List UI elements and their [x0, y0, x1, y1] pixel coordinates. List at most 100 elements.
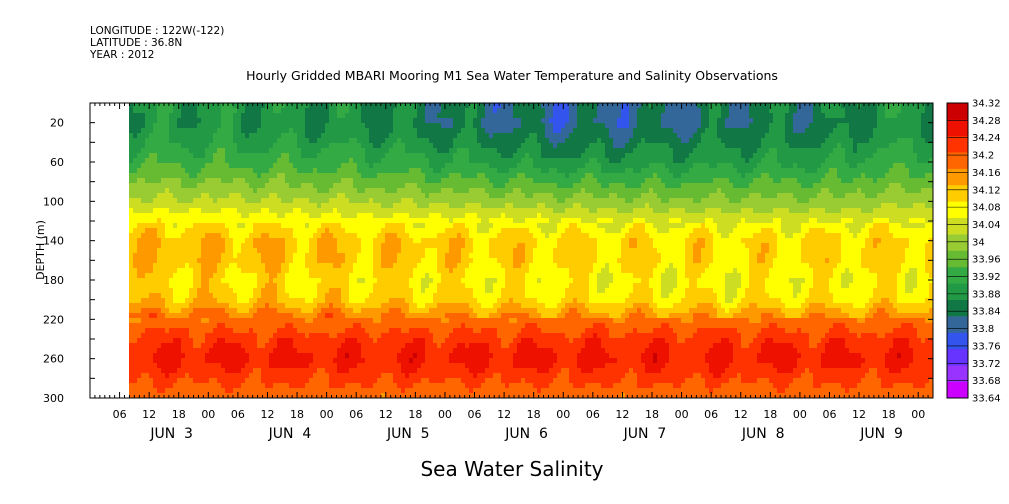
heatmap-cell	[401, 278, 406, 284]
heatmap-cell	[305, 123, 310, 129]
heatmap-cell	[193, 143, 198, 149]
heatmap-cell	[205, 368, 210, 374]
heatmap-cell	[217, 318, 222, 324]
heatmap-cell	[461, 338, 466, 344]
heatmap-cell	[421, 288, 426, 294]
heatmap-cell	[269, 373, 274, 379]
heatmap-cell	[153, 203, 158, 209]
heatmap-cell	[249, 173, 254, 179]
heatmap-cell	[381, 198, 386, 204]
heatmap-cell	[193, 168, 198, 174]
heatmap-cell	[373, 268, 378, 274]
heatmap-cell	[437, 123, 442, 129]
heatmap-cell	[385, 228, 390, 234]
heatmap-cell	[153, 383, 158, 389]
heatmap-cell	[389, 293, 394, 299]
heatmap-cell	[393, 108, 398, 114]
heatmap-cell	[177, 383, 182, 389]
heatmap-cell	[441, 313, 446, 319]
heatmap-cell	[221, 128, 226, 134]
heatmap-cell	[357, 283, 362, 289]
heatmap-cell	[349, 368, 354, 374]
heatmap-cell	[145, 173, 150, 179]
heatmap-cell	[257, 308, 262, 314]
heatmap-cell	[285, 183, 290, 189]
heatmap-cell	[381, 383, 386, 389]
heatmap-cell	[229, 253, 234, 259]
heatmap-cell	[449, 268, 454, 274]
heatmap-cell	[273, 208, 278, 214]
heatmap-cell	[129, 143, 134, 149]
heatmap-cell	[281, 378, 286, 384]
heatmap-cell	[437, 313, 442, 319]
heatmap-cell	[273, 198, 278, 204]
heatmap-cell	[193, 293, 198, 299]
heatmap-cell	[185, 213, 190, 219]
heatmap-cell	[401, 228, 406, 234]
heatmap-cell	[205, 333, 210, 339]
heatmap-cell	[441, 203, 446, 209]
heatmap-cell	[209, 323, 214, 329]
heatmap-cell	[137, 213, 142, 219]
heatmap-cell	[129, 393, 134, 398]
heatmap-cell	[449, 303, 454, 309]
heatmap-cell	[185, 313, 190, 319]
heatmap-cell	[361, 258, 366, 264]
heatmap-cell	[373, 158, 378, 164]
heatmap-cell	[225, 223, 230, 229]
heatmap-cell	[381, 388, 386, 394]
heatmap-cell	[361, 153, 366, 159]
heatmap-cell	[321, 223, 326, 229]
heatmap-cell	[129, 188, 134, 194]
heatmap-cell	[273, 223, 278, 229]
heatmap-cell	[269, 378, 274, 384]
heatmap-cell	[225, 248, 230, 254]
heatmap-cell	[373, 393, 378, 398]
heatmap-cell	[197, 338, 202, 344]
heatmap-cell	[421, 173, 426, 179]
heatmap-cell	[277, 293, 282, 299]
heatmap-cell	[309, 333, 314, 339]
heatmap-cell	[181, 223, 186, 229]
heatmap-cell	[377, 358, 382, 364]
heatmap-cell	[445, 128, 450, 134]
heatmap-cell	[425, 243, 430, 249]
heatmap-cell	[257, 188, 262, 194]
heatmap-cell	[193, 283, 198, 289]
heatmap-cell	[461, 223, 466, 229]
heatmap-cell	[181, 113, 186, 119]
heatmap-cell	[173, 138, 178, 144]
heatmap-cell	[153, 373, 158, 379]
heatmap-cell	[273, 148, 278, 154]
heatmap-cell	[165, 128, 170, 134]
heatmap-cell	[305, 198, 310, 204]
heatmap-cell	[425, 293, 430, 299]
heatmap-cell	[153, 188, 158, 194]
heatmap-cell	[313, 123, 318, 129]
heatmap-cell	[177, 373, 182, 379]
heatmap-cell	[321, 293, 326, 299]
heatmap-cell	[405, 183, 410, 189]
heatmap-cell	[141, 333, 146, 339]
heatmap-cell	[253, 353, 258, 359]
heatmap-cell	[369, 338, 374, 344]
heatmap-cell	[317, 143, 322, 149]
heatmap-cell	[133, 123, 138, 129]
heatmap-cell	[157, 343, 162, 349]
heatmap-cell	[161, 168, 166, 174]
heatmap-cell	[205, 198, 210, 204]
heatmap-cell	[401, 213, 406, 219]
heatmap-cell	[429, 118, 434, 124]
heatmap-cell	[173, 363, 178, 369]
heatmap-cell	[377, 203, 382, 209]
heatmap-cell	[165, 118, 170, 124]
heatmap-cell	[177, 248, 182, 254]
heatmap-cell	[197, 363, 202, 369]
heatmap-cell	[277, 258, 282, 264]
heatmap-cell	[333, 178, 338, 184]
heatmap-cell	[173, 128, 178, 134]
heatmap-cell	[297, 133, 302, 139]
heatmap-cell	[313, 258, 318, 264]
heatmap-cell	[413, 198, 418, 204]
heatmap-cell	[361, 328, 366, 334]
